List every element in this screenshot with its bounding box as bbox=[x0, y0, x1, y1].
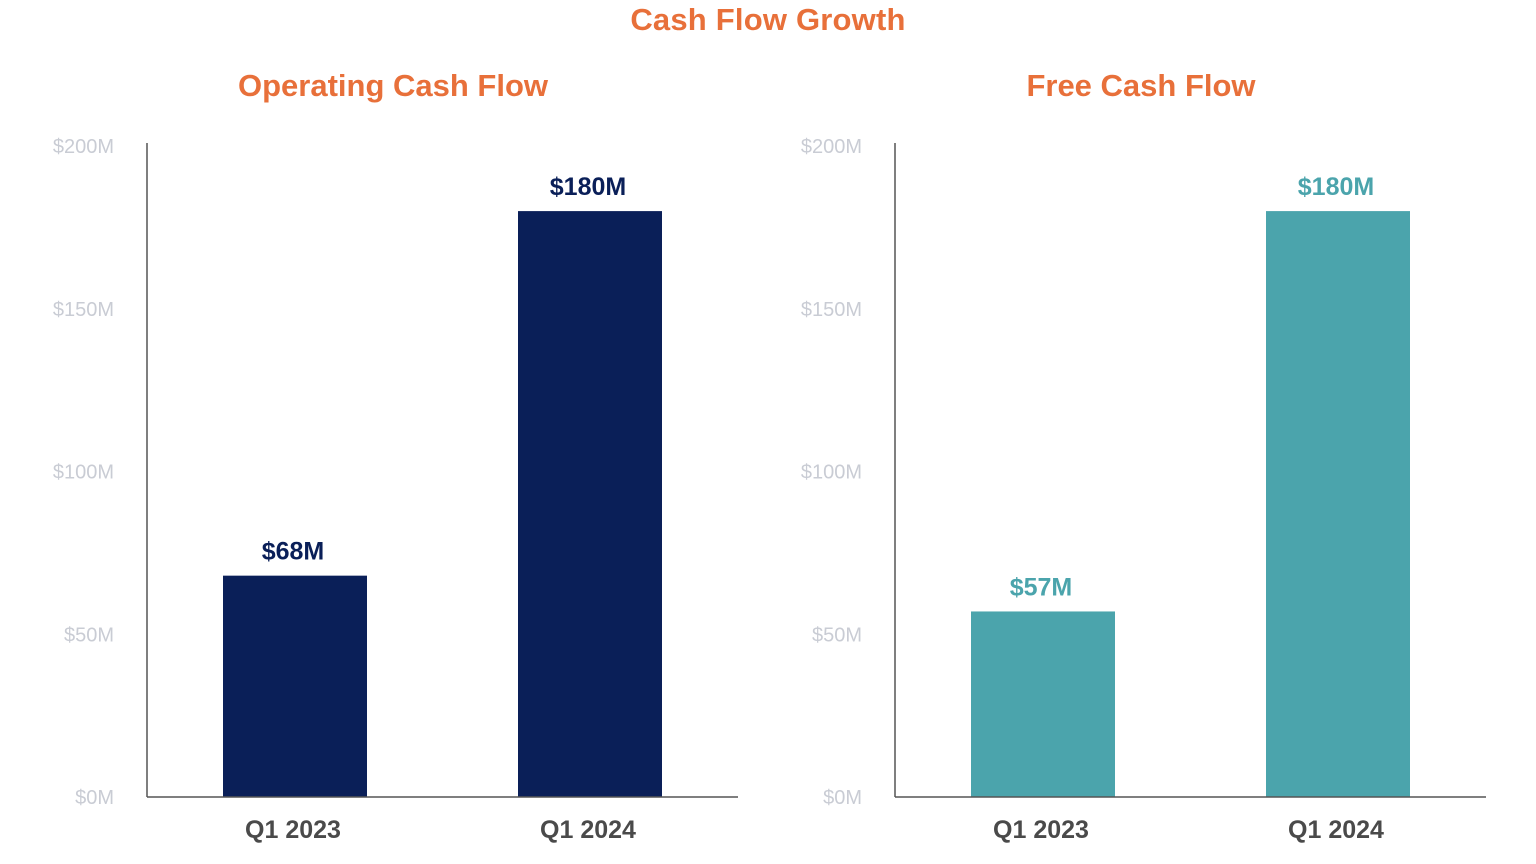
operating-value-label: $180M bbox=[550, 173, 626, 201]
operating-y-tick-label: $200M bbox=[53, 136, 114, 158]
free-chart: $0M $50M $100M $150M $200M $57M Q1 2023 $180M Q1… bbox=[801, 136, 1486, 844]
free-cash-flow-title: Free Cash Flow bbox=[1026, 68, 1256, 103]
operating-y-tick-label: $50M bbox=[64, 624, 114, 646]
operating-y-tick-label: $100M bbox=[53, 462, 114, 484]
operating-cash-flow-title: Operating Cash Flow bbox=[237, 68, 549, 103]
operating-value-label: $68M bbox=[262, 538, 325, 566]
operating-category-label: Q1 2023 bbox=[245, 816, 341, 844]
operating-y-tick-label: $150M bbox=[53, 299, 114, 321]
free-y-tick-label: $150M bbox=[801, 299, 862, 321]
free-category-label: Q1 2023 bbox=[993, 816, 1089, 844]
free-value-label: $180M bbox=[1298, 173, 1374, 201]
free-y-tick-label: $200M bbox=[801, 136, 862, 158]
operating-chart: $0M $50M $100M $150M $200M $68M Q1 2023 $180M Q1… bbox=[53, 136, 738, 844]
free-y-tick-label: $0M bbox=[823, 787, 862, 809]
free-y-tick-label: $100M bbox=[801, 462, 862, 484]
operating-category-label: Q1 2024 bbox=[540, 816, 636, 844]
chart-main-title: Cash Flow Growth bbox=[630, 2, 906, 37]
free-bar bbox=[971, 611, 1115, 797]
operating-bar bbox=[223, 575, 367, 797]
operating-bar bbox=[518, 211, 662, 798]
free-category-label: Q1 2024 bbox=[1288, 816, 1384, 844]
free-value-label: $57M bbox=[1010, 573, 1073, 601]
free-bar bbox=[1266, 211, 1410, 798]
operating-y-tick-label: $0M bbox=[75, 787, 114, 809]
free-y-tick-label: $50M bbox=[812, 624, 862, 646]
